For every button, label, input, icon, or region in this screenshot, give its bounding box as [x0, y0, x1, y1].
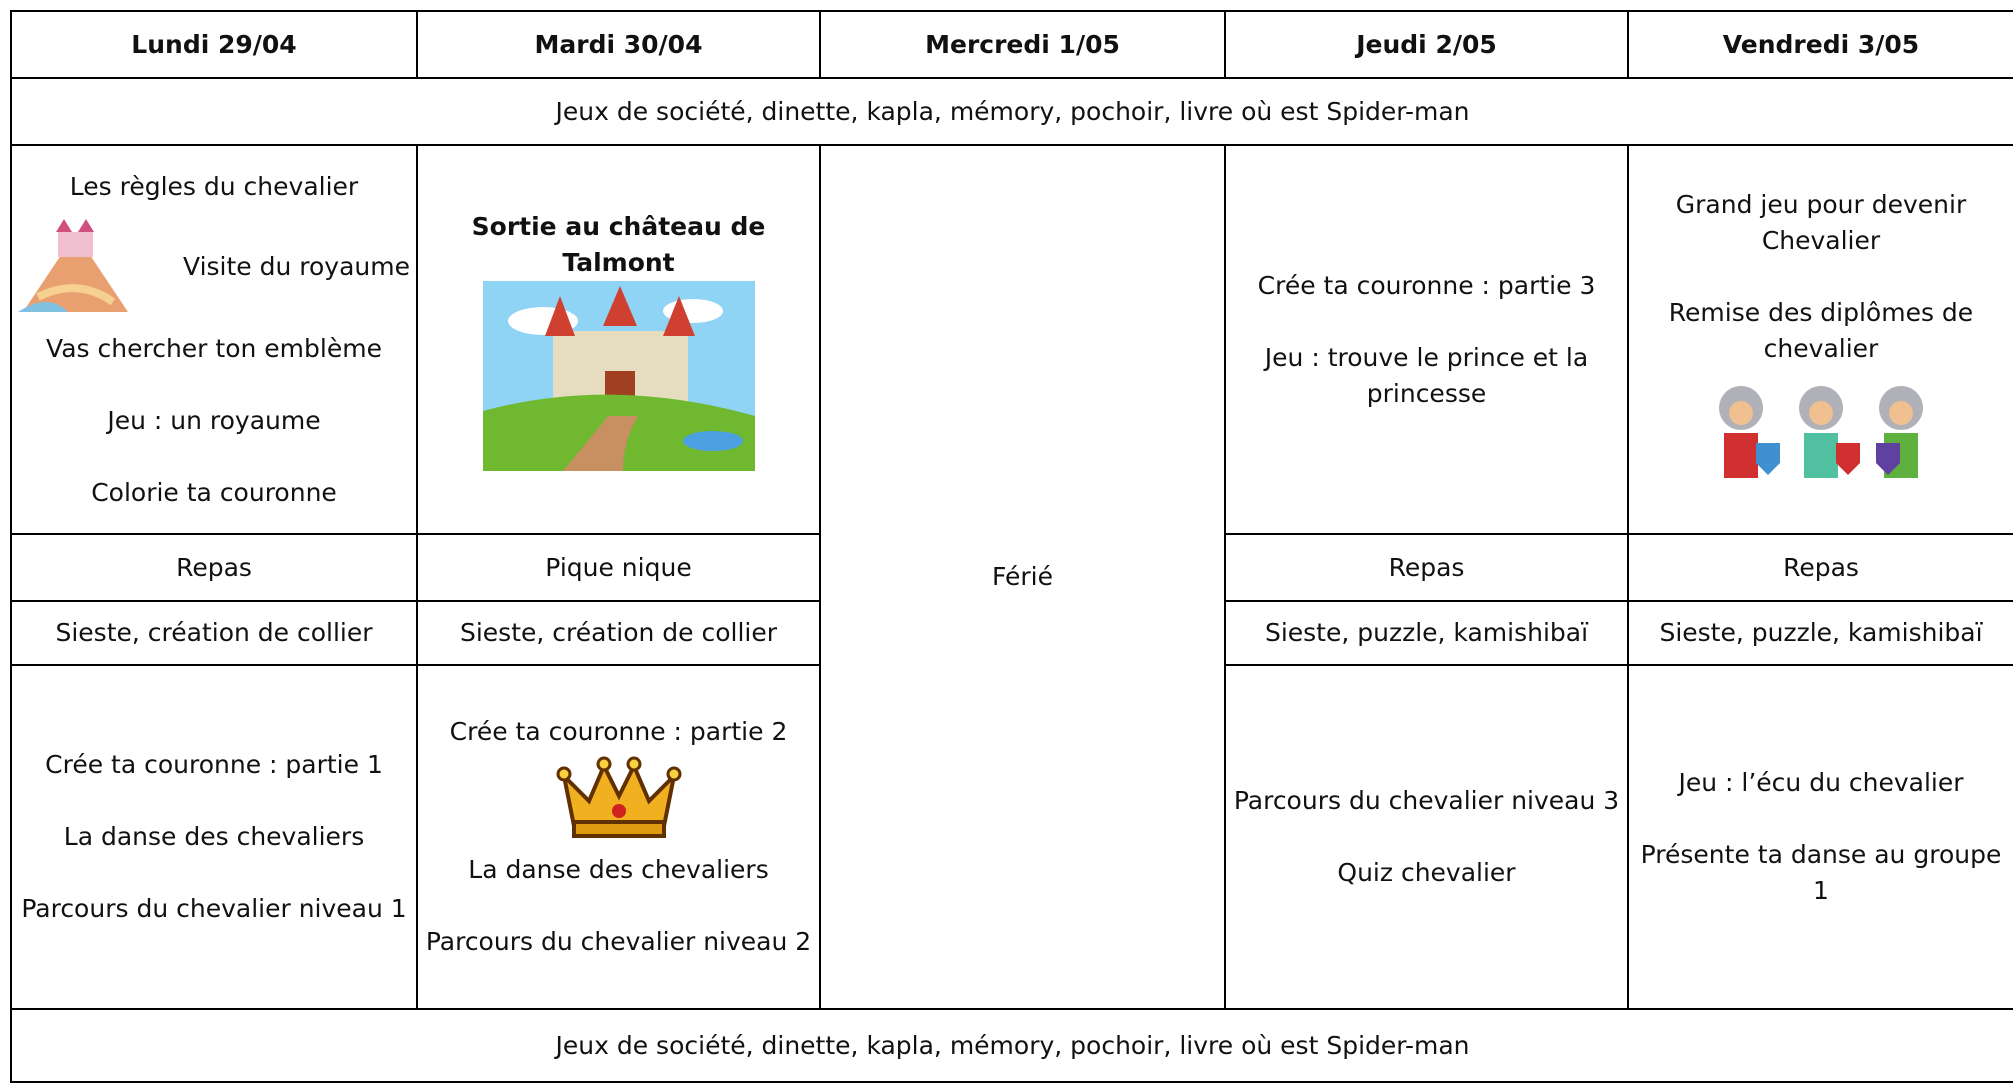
cell: Jeu : l’écu du chevalier Présente ta dan…: [1627, 664, 2013, 1010]
activity: Jeu : un royaume: [107, 405, 321, 435]
activity: Parcours du chevalier niveau 3: [1233, 786, 1620, 815]
cell: Les règles du chevalier Visite du royaum…: [10, 144, 418, 535]
day-header: Jeudi 2/05: [1224, 10, 1629, 79]
activity: Visite du royaume: [183, 251, 410, 281]
nap: Sieste, puzzle, kamishibaï: [1627, 600, 2013, 666]
nap-row: Sieste, création de collier Sieste, créa…: [10, 600, 2013, 666]
row: Jeux de société, dinette, kapla, mémory,…: [10, 1008, 2013, 1083]
activity: La danse des chevaliers: [468, 855, 769, 884]
day-header: Mercredi 1/05: [819, 10, 1226, 79]
lunch: Repas: [1224, 533, 1629, 602]
holiday-cell: Férié: [819, 144, 1226, 1010]
castle-icon: [18, 218, 128, 312]
activity: Parcours du chevalier niveau 2: [425, 927, 812, 956]
day-header: Lundi 29/04: [10, 10, 418, 79]
activity: Crée ta couronne : partie 2: [449, 717, 788, 746]
activity: Colorie ta couronne: [91, 477, 337, 507]
day-header: Vendredi 3/05: [1627, 10, 2013, 79]
cell: Crée ta couronne : partie 2 La danse des…: [416, 664, 821, 1010]
cell: Parcours du chevalier niveau 3 Quiz chev…: [1224, 664, 1629, 1010]
lunch-row: Repas Pique nique Repas Repas: [10, 533, 2013, 602]
crown-icon: [556, 756, 681, 838]
cell: Grand jeu pour devenir Chevalier Remise …: [1627, 144, 2013, 535]
header-row: Lundi 29/04 Mardi 30/04 Mercredi 1/05 Je…: [10, 10, 2013, 79]
activity: Crée ta couronne : partie 1: [45, 750, 383, 779]
image-row: Visite du royaume: [18, 217, 410, 317]
activity: Les règles du chevalier: [69, 171, 359, 201]
activity: Jeu : trouve le prince et la princesse: [1264, 342, 1589, 408]
afternoon-row: Crée ta couronne : partie 1 La danse des…: [10, 664, 2013, 1010]
activities-top: Jeux de société, dinette, kapla, mémory,…: [10, 77, 2013, 146]
cell: Sortie au château de Talmont: [416, 144, 821, 535]
activity: Quiz chevalier: [1337, 858, 1516, 887]
cell: Crée ta couronne : partie 3 Jeu : trouve…: [1224, 144, 1629, 535]
nap: Sieste, création de collier: [416, 600, 821, 666]
morning-row: Les règles du chevalier Visite du royaum…: [10, 144, 2013, 1010]
activity: Crée ta couronne : partie 3: [1257, 270, 1596, 300]
activities-bottom: Jeux de société, dinette, kapla, mémory,…: [10, 1008, 2013, 1083]
activity: Parcours du chevalier niveau 1: [21, 894, 407, 923]
activity: Présente ta danse au groupe 1: [1640, 840, 2002, 905]
castle-picture: [482, 280, 755, 471]
activity: Vas chercher ton emblème: [46, 333, 382, 363]
activity: Jeu : l’écu du chevalier: [1678, 768, 1964, 797]
nap: Sieste, puzzle, kamishibaï: [1224, 600, 1629, 666]
activity: La danse des chevaliers: [63, 822, 365, 851]
lunch: Repas: [1627, 533, 2013, 602]
activity: Grand jeu pour devenir Chevalier: [1675, 189, 1967, 255]
lunch: Repas: [10, 533, 418, 602]
schedule-table: Lundi 29/04 Mardi 30/04 Mercredi 1/05 Je…: [10, 10, 2013, 1083]
lunch: Pique nique: [416, 533, 821, 602]
nap: Sieste, création de collier: [10, 600, 418, 666]
cell: Crée ta couronne : partie 1 La danse des…: [10, 664, 418, 1010]
activity: Remise des diplômes de chevalier: [1668, 297, 1974, 363]
row: Jeux de société, dinette, kapla, mémory,…: [10, 77, 2013, 146]
day-header: Mardi 30/04: [416, 10, 821, 79]
knights-picture: [1719, 385, 1923, 478]
outing-title: Sortie au château de Talmont: [471, 211, 766, 277]
